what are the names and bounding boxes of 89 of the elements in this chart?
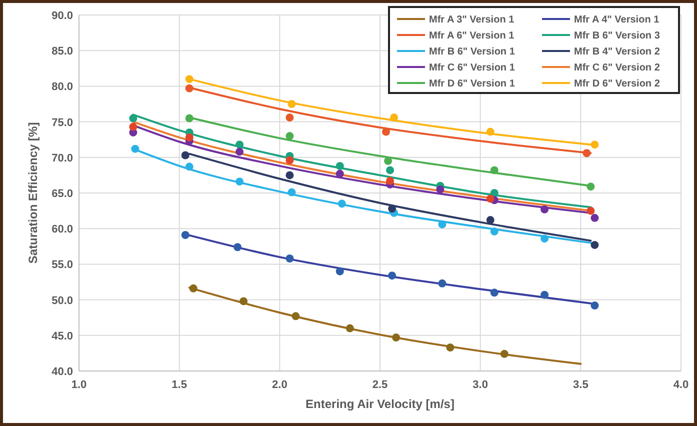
point xyxy=(590,214,599,222)
point xyxy=(234,243,242,252)
point xyxy=(486,216,494,224)
point xyxy=(236,148,244,156)
legend-label: Mfr D 6" Version 1 xyxy=(429,78,516,90)
point xyxy=(338,200,346,208)
point xyxy=(129,122,138,131)
point xyxy=(185,84,194,92)
point xyxy=(185,75,194,84)
point xyxy=(486,194,494,203)
x-tick-label: 2.0 xyxy=(272,379,288,391)
y-tick-label: 70.0 xyxy=(52,152,73,164)
point xyxy=(490,227,498,236)
point xyxy=(388,272,396,280)
point xyxy=(500,350,508,358)
point xyxy=(586,182,595,191)
point xyxy=(286,171,294,180)
y-tick-label: 85.0 xyxy=(52,46,73,58)
point xyxy=(540,205,549,214)
point xyxy=(288,100,296,108)
x-tick-label: 3.0 xyxy=(472,379,488,391)
x-tick-label: 4.0 xyxy=(673,379,689,391)
point xyxy=(586,206,595,215)
point xyxy=(189,284,198,292)
point xyxy=(582,149,591,158)
point xyxy=(490,166,498,174)
point xyxy=(336,267,344,276)
point xyxy=(384,156,392,165)
y-tick-label: 90.0 xyxy=(52,10,73,22)
x-tick-label: 1.0 xyxy=(71,379,87,391)
point xyxy=(438,220,446,228)
point xyxy=(236,178,244,186)
point xyxy=(388,204,396,213)
point xyxy=(386,176,394,185)
point xyxy=(540,290,549,299)
legend-label: Mfr B 6" Version 1 xyxy=(429,46,516,58)
point xyxy=(185,133,194,142)
y-tick-label: 65.0 xyxy=(52,188,73,200)
point xyxy=(346,324,354,332)
point xyxy=(286,132,294,140)
point xyxy=(590,240,599,249)
point xyxy=(540,234,549,243)
legend-label: Mfr A 4" Version 1 xyxy=(574,14,660,26)
legend-label: Mfr B 6" Version 3 xyxy=(574,30,660,42)
point xyxy=(436,185,444,194)
point xyxy=(336,170,344,178)
point xyxy=(446,344,454,352)
point xyxy=(292,312,300,320)
legend-label: Mfr C 6" Version 2 xyxy=(574,62,660,74)
y-tick-label: 75.0 xyxy=(52,116,73,129)
point xyxy=(590,301,599,310)
point xyxy=(129,114,138,122)
point xyxy=(490,288,498,297)
y-tick-label: 40.0 xyxy=(52,366,73,378)
point xyxy=(236,140,244,149)
y-axis-title: Saturation Efficiency [%] xyxy=(26,122,40,264)
point xyxy=(181,151,190,160)
y-tick-label: 80.0 xyxy=(52,81,73,94)
point xyxy=(286,156,294,164)
y-tick-label: 45.0 xyxy=(52,330,73,342)
legend-label: Mfr C 6" Version 1 xyxy=(429,62,516,74)
point xyxy=(181,231,190,240)
legend-label: Mfr A 6" Version 1 xyxy=(429,30,515,42)
point xyxy=(185,114,194,122)
point xyxy=(185,162,194,171)
y-tick-label: 50.0 xyxy=(52,294,73,307)
point xyxy=(490,189,498,197)
point xyxy=(286,254,294,263)
x-tick-label: 2.5 xyxy=(372,379,388,391)
point xyxy=(390,114,398,122)
point xyxy=(286,114,294,122)
point xyxy=(382,128,390,136)
point xyxy=(438,279,446,288)
point xyxy=(590,140,599,149)
legend-label: Mfr D 6" Version 2 xyxy=(574,78,660,90)
point xyxy=(392,334,400,342)
legend-label: Mfr B 4" Version 2 xyxy=(574,46,660,58)
point xyxy=(486,128,494,136)
y-tick-label: 55.0 xyxy=(52,259,73,272)
point xyxy=(240,297,248,306)
x-axis-title: Entering Air Velocity [m/s] xyxy=(306,397,454,411)
point xyxy=(336,162,344,170)
x-tick-label: 1.5 xyxy=(172,379,187,391)
y-tick-label: 60.0 xyxy=(52,224,73,236)
legend-label: Mfr A 3" Version 1 xyxy=(429,14,515,26)
point xyxy=(288,188,296,196)
point xyxy=(386,166,394,174)
point xyxy=(131,144,140,153)
x-tick-label: 3.5 xyxy=(573,379,588,391)
